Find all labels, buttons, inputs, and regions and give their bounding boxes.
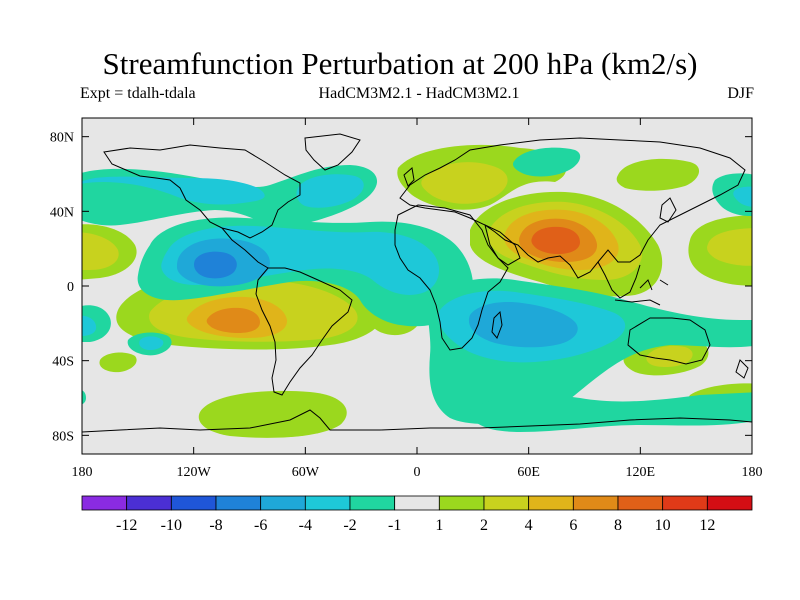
- coast-australia: [627, 317, 711, 365]
- colorbar-label: -12: [116, 517, 137, 534]
- contour-high-eastpac-l2: [707, 228, 752, 266]
- lon-tick-label: 60W: [292, 465, 320, 480]
- chart-title: Streamfunction Perturbation at 200 hPa (…: [102, 46, 698, 81]
- contour-low-arctic-atl: [512, 147, 581, 177]
- axis-ticks: 80N 40N 0 40S 80S 180 120W 60W 0 60E 120E 180: [50, 118, 763, 480]
- contour-low-ne-pac: [712, 173, 752, 216]
- contour-high-asia-l5: [531, 226, 580, 254]
- lat-tick-label: 0: [67, 280, 74, 295]
- colorbar-label: -6: [254, 517, 267, 534]
- colorbar-swatch: [394, 495, 440, 511]
- colorbar-label: -1: [388, 517, 401, 534]
- lat-tick-label: 80S: [52, 429, 74, 444]
- lat-tick-label: 40S: [52, 355, 74, 370]
- coast-madagascar: [491, 310, 503, 339]
- colorbar-swatch: [528, 495, 574, 511]
- colorbar-swatch: [706, 495, 753, 511]
- colorbar-label: 6: [569, 517, 577, 534]
- colorbar-swatch: [572, 495, 619, 511]
- coast-greenland: [304, 133, 361, 171]
- contour-low-trop-l4: [194, 251, 237, 279]
- model-label: HadCM3M2.1 - HadCM3M2.1: [318, 85, 520, 102]
- coast-north-america: [103, 144, 301, 239]
- lon-tick-label: 0: [414, 465, 421, 480]
- contour-high-aus-l2: [646, 345, 693, 368]
- experiment-label: Expt = tdalh-tdala: [80, 85, 196, 102]
- contour-field: [82, 144, 752, 438]
- contour-low-sw-pac-2: [82, 315, 97, 336]
- coast-central-america: [221, 227, 269, 269]
- colorbar-swatch: [215, 495, 262, 511]
- colorbar-swatch: [483, 495, 530, 511]
- coastlines: [82, 133, 752, 433]
- contour-high-spac-l4: [206, 307, 260, 333]
- contour-high-southern-band: [198, 390, 347, 438]
- contour-low-ne-pac-2: [733, 186, 752, 207]
- colorbar-swatch: [260, 495, 306, 511]
- contour-low-npac-l2: [82, 176, 265, 205]
- coast-africa: [394, 204, 509, 351]
- coast-antarctica: [82, 409, 752, 433]
- coast-japan: [659, 197, 677, 223]
- lon-tick-label: 60E: [517, 465, 540, 480]
- contour-high-south-small: [99, 352, 137, 373]
- colorbar-label: 4: [525, 517, 533, 534]
- coast-arabia: [484, 224, 521, 266]
- colorbar-swatch: [349, 495, 396, 511]
- lat-tick-label: 80N: [50, 131, 74, 146]
- colorbar-label: 8: [614, 517, 622, 534]
- lon-tick-label: 120E: [626, 465, 656, 480]
- colorbar-swatch: [81, 495, 128, 511]
- colorbar-label: 12: [699, 517, 715, 534]
- contour-low-indian-l3: [468, 302, 578, 348]
- coast-indochina: [597, 261, 641, 299]
- colorbar-label: 1: [435, 517, 443, 534]
- contour-high-eastasia: [616, 158, 700, 191]
- lat-tick-label: 40N: [50, 205, 74, 220]
- contour-low-far-south: [82, 390, 86, 405]
- colorbar-swatch: [662, 495, 708, 511]
- colorbar-swatch: [304, 495, 351, 511]
- colorbar-label: -10: [161, 517, 182, 534]
- colorbar-label: -8: [209, 517, 222, 534]
- colorbar-swatch: [438, 495, 485, 511]
- contour-low-npac-l3: [296, 174, 364, 208]
- colorbar-label: -4: [299, 517, 312, 534]
- colorbar-swatch: [617, 495, 664, 511]
- coast-eurasia: [399, 137, 746, 279]
- coast-south-america: [255, 267, 353, 396]
- coast-maritime: [614, 279, 669, 306]
- colorbar-label: 2: [480, 517, 488, 534]
- contour-high-europe-l2: [421, 162, 508, 204]
- contour-low-small-south-2: [139, 336, 164, 350]
- colorbar-label: -2: [343, 517, 356, 534]
- colorbar-swatch: [170, 495, 217, 511]
- colorbar-swatch: [126, 495, 172, 511]
- colorbar: -12 -10 -8 -6 -4 -2 -1 1 2 4 6 8 10 12: [81, 495, 753, 534]
- contour-low-southern-l1: [470, 392, 752, 432]
- lon-tick-label: 180: [742, 465, 763, 480]
- coast-uk: [403, 167, 415, 187]
- lon-tick-label: 180: [72, 465, 93, 480]
- lon-tick-label: 120W: [177, 465, 212, 480]
- colorbar-label: 10: [655, 517, 671, 534]
- coast-new-zealand: [735, 359, 749, 379]
- contour-high-westpac-edge-l2: [82, 232, 119, 270]
- season-label: DJF: [727, 85, 754, 102]
